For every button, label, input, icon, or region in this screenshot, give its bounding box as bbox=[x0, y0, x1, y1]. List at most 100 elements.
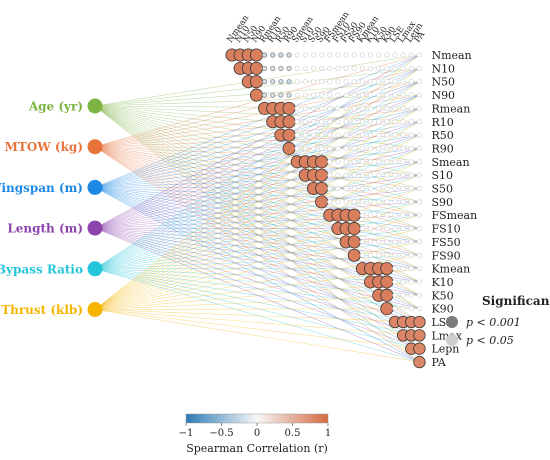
cell-s10-pa bbox=[416, 172, 423, 178]
predictor-node-bypass-ratio bbox=[87, 261, 103, 277]
cell-rmean-lmax bbox=[400, 105, 406, 112]
cell-smean-fsmean bbox=[327, 159, 333, 165]
cell-s90-fsmean bbox=[327, 199, 333, 205]
cell-s10-s90 bbox=[315, 168, 329, 182]
cell-rmean-k50 bbox=[376, 105, 382, 112]
colorbar-ticks: −1 −0.5 0 0.5 1 bbox=[179, 423, 331, 439]
link-length-m-lmax bbox=[94, 227, 420, 336]
cell-smean-k90 bbox=[384, 159, 390, 165]
predictor-label-length-m: Length (m) bbox=[7, 222, 83, 236]
cell-r10-lmax bbox=[400, 119, 406, 125]
cell-n90-s50 bbox=[310, 92, 317, 98]
cell-n90-kmean bbox=[359, 92, 365, 98]
cell-n50-r90 bbox=[286, 79, 292, 85]
cell-rmean-pa bbox=[416, 105, 423, 112]
link-wingspan-m-fs10 bbox=[94, 187, 420, 229]
row-label-fsmean: FSmean bbox=[431, 209, 477, 222]
link-age-yr-r50 bbox=[94, 105, 420, 136]
cell-r90-fs50 bbox=[343, 145, 349, 152]
link-age-yr-r90 bbox=[94, 105, 420, 149]
cell-r10-s90 bbox=[319, 119, 325, 125]
link-mtow-kg-s90 bbox=[94, 146, 420, 203]
cell-s50-lepn bbox=[408, 185, 414, 192]
cell-s90-s90 bbox=[315, 195, 329, 209]
link-length-m-fsmean bbox=[94, 214, 420, 229]
cell-r50-kmean bbox=[359, 132, 365, 138]
cell-fs90-k50 bbox=[376, 252, 382, 258]
cell-r10-r90 bbox=[282, 115, 296, 129]
cell-nmean-fs10 bbox=[335, 52, 341, 58]
link-mtow-kg-fs10 bbox=[94, 146, 420, 229]
cell-r50-smean bbox=[294, 132, 300, 138]
link-wingspan-m-n10 bbox=[94, 68, 420, 188]
cell-n10-fs90 bbox=[351, 65, 357, 71]
cell-fs50-k50 bbox=[376, 239, 382, 245]
predictor-node-age-yr bbox=[87, 98, 103, 114]
link-mtow-kg-r50 bbox=[94, 134, 420, 147]
colorbar: −1 −0.5 0 0.5 1 Spearman Correlation (r) bbox=[179, 413, 331, 455]
link-wingspan-m-lepn bbox=[94, 187, 420, 349]
cell-s50-fs10 bbox=[335, 185, 341, 192]
cell-nmean-rmean bbox=[261, 52, 268, 58]
row-label-kmean: Kmean bbox=[431, 263, 470, 276]
link-thrust-klb-s50 bbox=[94, 188, 420, 310]
cell-nmean-n90 bbox=[249, 48, 263, 62]
cell-n10-k50 bbox=[376, 65, 382, 71]
link-mtow-kg-fs50 bbox=[94, 146, 420, 243]
cell-smean-fs90 bbox=[351, 159, 357, 165]
cell-s50-lmax bbox=[400, 185, 406, 192]
cell-s90-fs10 bbox=[335, 199, 341, 205]
cell-k50-lepn bbox=[408, 292, 414, 298]
colorbar-gradient bbox=[185, 413, 329, 424]
link-length-m-lse bbox=[94, 227, 420, 323]
link-bypass-ratio-fsmean bbox=[94, 214, 420, 270]
link-wingspan-m-fsmean bbox=[94, 187, 420, 216]
predictor-label-age-yr: Age (yr) bbox=[28, 100, 83, 114]
cell-nmean-lmax bbox=[400, 52, 406, 58]
cell-n10-r90 bbox=[286, 65, 292, 71]
link-wingspan-m-lmax bbox=[94, 187, 420, 336]
cell-s10-lse bbox=[392, 172, 398, 178]
link-wingspan-m-n50 bbox=[94, 81, 420, 188]
cell-n50-lmax bbox=[400, 79, 406, 85]
cell-s10-kmean bbox=[359, 172, 365, 178]
predictor-nodes: Age (yr) MTOW (kg) Wingspan (m) Length (m) B… bbox=[0, 98, 103, 317]
link-wingspan-m-kmean bbox=[94, 187, 420, 269]
row-label-r90: R90 bbox=[431, 142, 453, 155]
cell-n10-k90 bbox=[384, 65, 390, 71]
cell-s10-k50 bbox=[376, 172, 382, 178]
row-label-fs10: FS10 bbox=[431, 223, 460, 236]
row-label-k10: K10 bbox=[431, 276, 453, 289]
cell-s10-fs50 bbox=[343, 172, 349, 178]
cell-r50-fs90 bbox=[351, 132, 357, 138]
link-mtow-kg-lmax bbox=[94, 146, 420, 336]
cell-r50-s90 bbox=[319, 132, 325, 138]
link-length-m-kmean bbox=[94, 227, 420, 269]
cell-nmean-s50 bbox=[310, 52, 317, 58]
cell-n10-lepn bbox=[408, 65, 414, 71]
link-thrust-klb-r50 bbox=[94, 134, 420, 310]
cell-fs10-lepn bbox=[408, 225, 414, 232]
link-age-yr-fs90 bbox=[94, 105, 420, 256]
cell-s90-lse bbox=[392, 199, 398, 205]
cell-kmean-lepn bbox=[408, 265, 414, 272]
cell-fs10-k90 bbox=[384, 225, 390, 232]
cell-fsmean-kmean bbox=[359, 212, 365, 218]
cell-s50-fs90 bbox=[351, 185, 357, 192]
cell-s10-fs90 bbox=[351, 172, 357, 178]
link-thrust-klb-pa bbox=[94, 309, 420, 363]
link-age-yr-fs50 bbox=[94, 105, 420, 243]
cell-r90-kmean bbox=[359, 145, 365, 152]
cell-nmean-smean bbox=[294, 52, 300, 58]
cell-s90-fs90 bbox=[351, 199, 357, 205]
cell-rmean-fsmean bbox=[327, 105, 333, 112]
link-length-m-nmean bbox=[94, 54, 420, 229]
cell-fs50-k90 bbox=[384, 239, 390, 245]
cell-n90-lse bbox=[392, 92, 398, 98]
link-wingspan-m-nmean bbox=[94, 54, 420, 188]
cell-s10-fs10 bbox=[335, 172, 341, 178]
predictor-label-wingspan-m: Wingspan (m) bbox=[0, 181, 83, 195]
row-label-s90: S90 bbox=[431, 196, 453, 209]
cell-smean-k10 bbox=[367, 159, 374, 165]
cell-n50-k50 bbox=[376, 79, 382, 85]
